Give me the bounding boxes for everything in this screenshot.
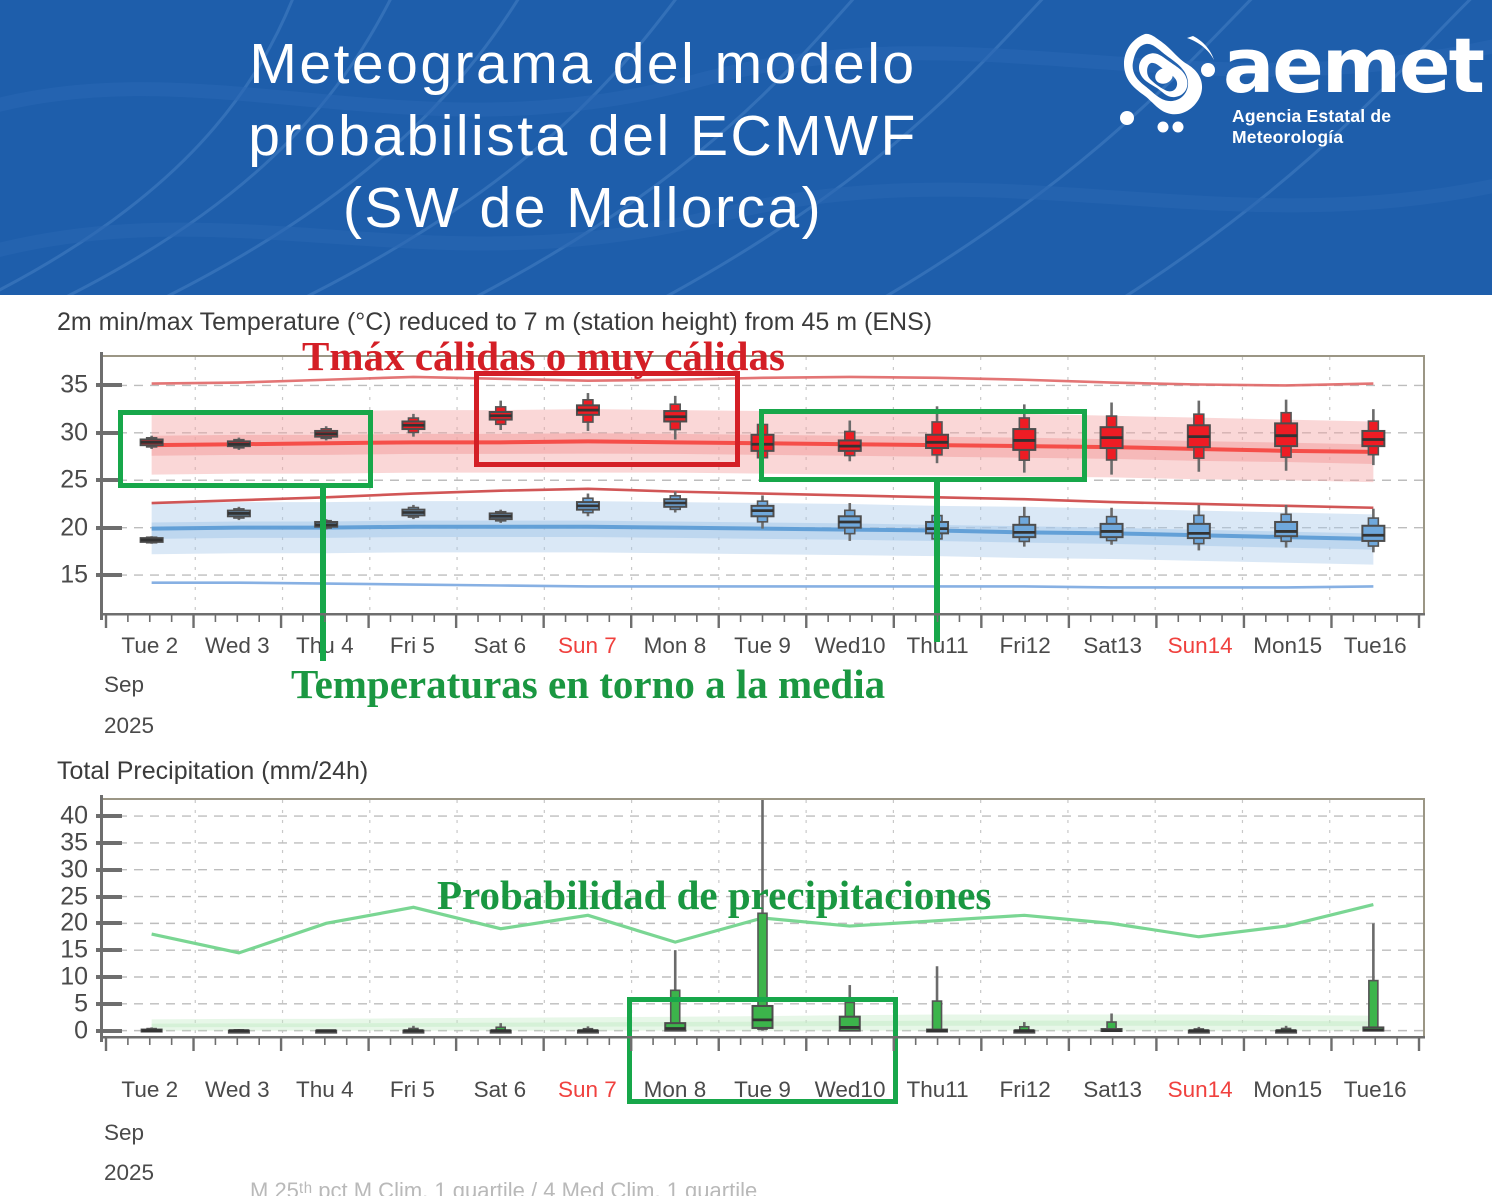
- y-tick-label: 20: [60, 908, 88, 937]
- y-tick-mark: [96, 867, 122, 872]
- green-box-temp-left: [118, 410, 373, 488]
- green-box-temp-right: [759, 409, 1087, 482]
- precipitation-plot-svg: [102, 800, 1423, 1036]
- page-title: Meteograma del modelo probabilista del E…: [248, 32, 918, 240]
- temperature-x-month: Sep: [104, 672, 145, 697]
- x-tick-label: Fri12: [999, 1077, 1051, 1102]
- y-tick-label: 10: [60, 962, 88, 991]
- temperature-chart-title: 2m min/max Temperature (°C) reduced to 7…: [57, 308, 933, 336]
- x-tick-label: Sun14: [1167, 633, 1233, 658]
- x-tick-label: Tue 9: [734, 1077, 791, 1102]
- y-tick-mark: [96, 894, 122, 899]
- x-tick-label: Tue 2: [121, 1077, 179, 1102]
- x-tick-label: Sat 6: [473, 633, 527, 658]
- x-tick-label: Tue16: [1343, 633, 1407, 658]
- y-tick-label: 35: [60, 370, 88, 399]
- leader-line-left: [320, 486, 326, 661]
- y-tick-mark: [96, 383, 122, 388]
- x-tick-label: Thu 4: [296, 1077, 354, 1102]
- temperature-x-year: 2025: [104, 713, 155, 738]
- x-tick-label: Tue 2: [121, 633, 179, 658]
- y-tick-mark: [96, 1001, 122, 1006]
- y-tick-mark: [96, 430, 122, 435]
- y-tick-label: 25: [60, 465, 88, 494]
- aemet-tagline: Agencia Estatal de Meteorología: [1232, 106, 1392, 147]
- page-header: Meteograma del modelo probabilista del E…: [0, 0, 1492, 295]
- x-axis-ruler: [100, 1036, 1425, 1051]
- y-tick-mark: [96, 573, 122, 578]
- x-tick-label: Tue16: [1343, 1077, 1407, 1102]
- y-tick-mark: [96, 478, 122, 483]
- y-tick-label: 40: [60, 801, 88, 830]
- aemet-contour-logo-icon: [1120, 33, 1215, 133]
- precipitation-x-month: Sep: [104, 1120, 145, 1145]
- temperature-plot-area: [100, 355, 1425, 615]
- x-axis-ruler: [100, 613, 1425, 628]
- precipitation-x-year: 2025: [104, 1160, 155, 1185]
- y-tick-label: 30: [60, 418, 88, 447]
- x-tick-label: Thu11: [906, 1077, 969, 1102]
- y-tick-label: 35: [60, 828, 88, 857]
- header-decorative-waves: [0, 0, 1492, 295]
- x-tick-label: Wed10: [814, 633, 886, 658]
- temperature-y-axis: [100, 352, 103, 620]
- leader-line-right: [934, 480, 940, 642]
- y-tick-mark: [96, 525, 122, 530]
- x-tick-label: Sun 7: [558, 633, 617, 658]
- green-box-precip: [627, 997, 898, 1104]
- x-tick-label: Mon15: [1253, 633, 1323, 658]
- y-tick-mark: [96, 1028, 122, 1033]
- precipitation-y-axis: [100, 795, 103, 1042]
- y-tick-label: 25: [60, 882, 88, 911]
- y-tick-label: 5: [74, 989, 88, 1018]
- aemet-wordmark: aemet: [1223, 21, 1485, 110]
- y-tick-mark: [96, 840, 122, 845]
- precipitation-chart-title: Total Precipitation (mm/24h): [57, 757, 369, 785]
- x-tick-label: Wed 3: [204, 633, 270, 658]
- y-tick-label: 30: [60, 855, 88, 884]
- aemet-logo: aemet Agencia Estatal de Meteorología: [1115, 26, 1485, 147]
- y-tick-label: 20: [60, 513, 88, 542]
- x-tick-label: Sat13: [1083, 1077, 1143, 1102]
- x-tick-label: Mon 8: [643, 633, 707, 658]
- annotation-precip-label: Probabilidad de precipitaciones: [437, 872, 992, 918]
- annotation-media-label: Temperaturas en torno a la media: [291, 661, 886, 707]
- x-tick-label: Wed 3: [204, 1077, 270, 1102]
- x-tick-label: Fri 5: [389, 633, 435, 658]
- x-tick-label: Tue 9: [734, 633, 791, 658]
- y-tick-mark: [96, 921, 122, 926]
- y-tick-label: 15: [60, 935, 88, 964]
- x-tick-label: Sun14: [1167, 1077, 1233, 1102]
- x-tick-label: Sat 6: [473, 1077, 527, 1102]
- x-tick-label: Mon 8: [643, 1077, 707, 1102]
- x-tick-label: Mon15: [1253, 1077, 1323, 1102]
- y-tick-label: 0: [74, 1016, 88, 1045]
- x-tick-label: Fri12: [999, 633, 1051, 658]
- y-tick-label: 15: [60, 560, 88, 589]
- y-tick-mark: [96, 814, 122, 819]
- x-tick-label: Sat13: [1083, 633, 1143, 658]
- y-tick-mark: [96, 975, 122, 979]
- x-tick-label: Fri 5: [389, 1077, 435, 1102]
- footer-cut-text: M 25ᵗʰ pct M Clim. 1 quartile / 4 Med Cl…: [250, 1178, 758, 1196]
- y-tick-mark: [96, 948, 122, 953]
- x-tick-label: Sun 7: [558, 1077, 617, 1102]
- x-tick-label: Wed10: [814, 1077, 886, 1102]
- red-box-tmax: [474, 371, 740, 467]
